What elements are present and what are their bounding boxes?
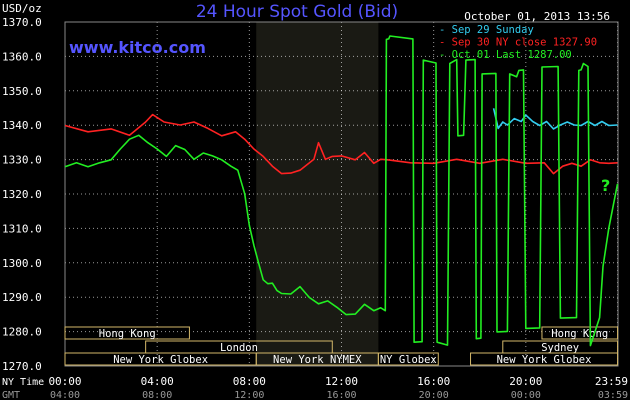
legend-entry: - Sep 30 NY close 1327.90: [439, 37, 597, 49]
x-tick-label-gmt: 16:00: [326, 390, 356, 400]
x-tick-label-gmt: 04:00: [50, 390, 80, 400]
y-tick-label: 1270.0: [2, 360, 42, 373]
y-tick-label: 1330.0: [2, 154, 42, 167]
series-line: [64, 35, 619, 347]
annotation-question: ?: [601, 176, 610, 195]
unit-label: USD/oz: [2, 2, 42, 15]
x-tick-label-ny: 12:00: [325, 375, 358, 388]
x-axis-label-gmt: GMT: [2, 390, 20, 400]
series-line: [64, 113, 618, 175]
y-tick-label: 1360.0: [2, 50, 42, 63]
y-tick-label: 1340.0: [2, 119, 42, 132]
market-session-box: [470, 352, 619, 366]
legend-entry: - Oct 01 Last 1287.00: [439, 49, 572, 61]
market-session: New York NYMEX: [255, 352, 379, 366]
market-session-label: New York Globex: [497, 354, 592, 366]
brand-watermark: www.kitco.com: [69, 38, 206, 57]
legend-entry: - Sep 29 Sunday: [439, 24, 534, 36]
x-tick-label-ny: 23:59: [595, 375, 628, 388]
market-session-box: [64, 326, 190, 340]
chart-datetime: October 01, 2013 13:56: [464, 10, 610, 23]
x-tick-label-gmt: 12:00: [234, 390, 264, 400]
x-tick-label-gmt: 20:00: [419, 390, 449, 400]
market-session: New York Globex: [470, 352, 619, 366]
market-session-box: [377, 352, 439, 366]
market-session-box: [541, 326, 619, 340]
x-tick-label-ny: 04:00: [141, 375, 174, 388]
y-tick-label: 1290.0: [2, 291, 42, 304]
market-session-label: New York Globex: [113, 354, 208, 366]
y-tick-label: 1350.0: [2, 85, 42, 98]
market-session-label: New York NYMEX: [273, 354, 362, 366]
x-tick-label-ny: 20:00: [509, 375, 542, 388]
x-tick-label-ny: 16:00: [417, 375, 450, 388]
market-session: NY Globex: [377, 352, 439, 366]
y-tick-label: 1280.0: [2, 326, 42, 339]
x-tick-label-ny: 00:00: [48, 375, 81, 388]
x-tick-label-gmt: 00:00: [511, 390, 541, 400]
y-tick-label: 1370.0: [2, 16, 42, 29]
x-axis-label-ny: NY Time: [2, 377, 44, 388]
market-session: Hong Kong: [64, 326, 190, 340]
market-session-label: Sydney: [541, 342, 579, 354]
legend: - Sep 29 Sunday- Sep 30 NY close 1327.90…: [439, 24, 597, 61]
x-tick-label-ny: 08:00: [233, 375, 266, 388]
y-tick-label: 1300.0: [2, 257, 42, 270]
market-session-label: Hong Kong: [99, 328, 156, 340]
plot-border: [64, 21, 619, 367]
market-session-label: London: [220, 342, 258, 354]
market-session-label: NY Globex: [380, 354, 437, 366]
x-tick-label-gmt: 03:59: [598, 390, 628, 400]
y-tick-label: 1320.0: [2, 188, 42, 201]
y-tick-label: 1310.0: [2, 222, 42, 235]
market-session: Hong Kong: [541, 326, 619, 340]
chart-title: 24 Hour Spot Gold (Bid): [196, 2, 398, 22]
market-session-label: Hong Kong: [551, 328, 608, 340]
x-tick-label-gmt: 08:00: [142, 390, 172, 400]
